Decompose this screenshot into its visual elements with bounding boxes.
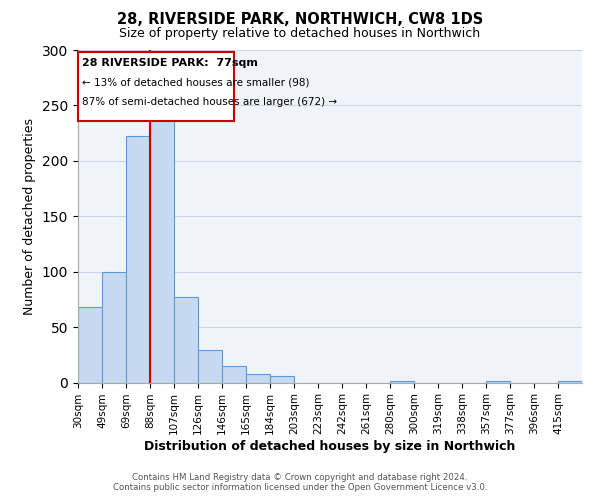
Bar [174,297,198,382]
Text: Size of property relative to detached houses in Northwich: Size of property relative to detached ho… [119,28,481,40]
Bar [270,376,294,382]
Bar [78,307,102,382]
Bar [150,112,174,382]
Text: 28 RIVERSIDE PARK:  77sqm: 28 RIVERSIDE PARK: 77sqm [82,58,257,68]
Text: 28, RIVERSIDE PARK, NORTHWICH, CW8 1DS: 28, RIVERSIDE PARK, NORTHWICH, CW8 1DS [117,12,483,28]
Bar [126,136,150,382]
Text: 87% of semi-detached houses are larger (672) →: 87% of semi-detached houses are larger (… [82,96,337,106]
Bar [222,366,246,382]
Text: Contains HM Land Registry data © Crown copyright and database right 2024.
Contai: Contains HM Land Registry data © Crown c… [113,473,487,492]
Y-axis label: Number of detached properties: Number of detached properties [23,118,37,315]
Bar [198,350,222,382]
Bar [246,374,270,382]
Bar [102,272,126,382]
X-axis label: Distribution of detached houses by size in Northwich: Distribution of detached houses by size … [145,440,515,453]
Bar [78,52,234,121]
Text: ← 13% of detached houses are smaller (98): ← 13% of detached houses are smaller (98… [82,78,309,88]
